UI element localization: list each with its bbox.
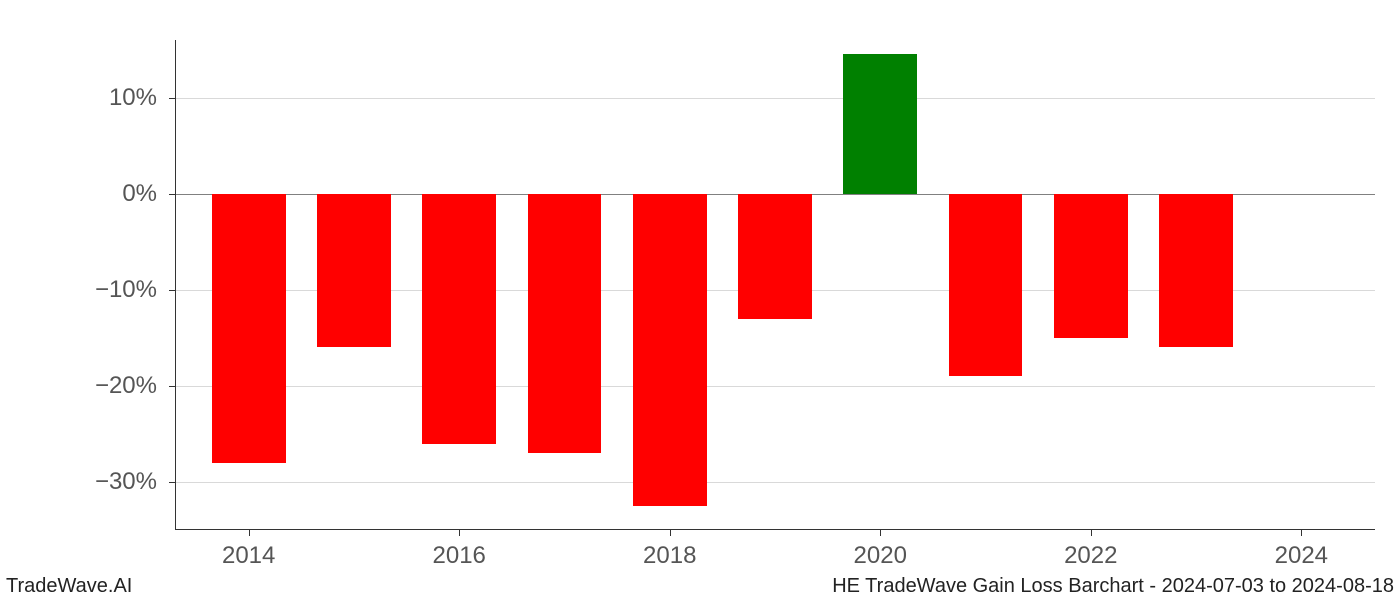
y-tick-mark bbox=[169, 98, 175, 99]
x-axis-spine bbox=[175, 529, 1375, 530]
y-axis-spine bbox=[175, 40, 176, 530]
y-tick-mark bbox=[169, 194, 175, 195]
bar bbox=[1159, 194, 1233, 348]
footer-title: HE TradeWave Gain Loss Barchart - 2024-0… bbox=[832, 575, 1394, 598]
plot-area bbox=[175, 40, 1375, 530]
y-tick-label: 0% bbox=[0, 180, 157, 208]
y-tick-label: −30% bbox=[0, 468, 157, 496]
y-tick-mark bbox=[169, 482, 175, 483]
bar bbox=[317, 194, 391, 348]
y-tick-label: −10% bbox=[0, 276, 157, 304]
bar bbox=[1054, 194, 1128, 338]
gain-loss-barchart: −30% −20% −10% 0% 10% 2014 2016 2018 2020 2022 20… bbox=[0, 0, 1400, 600]
y-tick-label: −20% bbox=[0, 372, 157, 400]
gridline bbox=[175, 482, 1375, 483]
bar bbox=[843, 54, 917, 193]
x-tick-mark bbox=[459, 530, 460, 536]
x-tick-mark bbox=[1301, 530, 1302, 536]
x-tick-label: 2016 bbox=[433, 542, 486, 570]
gridline bbox=[175, 98, 1375, 99]
y-tick-label: 10% bbox=[0, 84, 157, 112]
x-tick-label: 2022 bbox=[1064, 542, 1117, 570]
gridline bbox=[175, 386, 1375, 387]
bar bbox=[422, 194, 496, 444]
bar bbox=[738, 194, 812, 319]
bar bbox=[633, 194, 707, 506]
x-tick-label: 2014 bbox=[222, 542, 275, 570]
bar bbox=[212, 194, 286, 463]
bar bbox=[949, 194, 1023, 377]
x-tick-mark bbox=[670, 530, 671, 536]
x-tick-mark bbox=[1091, 530, 1092, 536]
x-tick-mark bbox=[249, 530, 250, 536]
bar bbox=[528, 194, 602, 453]
y-tick-mark bbox=[169, 290, 175, 291]
footer-brand: TradeWave.AI bbox=[6, 575, 132, 598]
x-tick-label: 2020 bbox=[854, 542, 907, 570]
x-tick-label: 2024 bbox=[1275, 542, 1328, 570]
x-tick-label: 2018 bbox=[643, 542, 696, 570]
y-tick-mark bbox=[169, 386, 175, 387]
x-tick-mark bbox=[880, 530, 881, 536]
